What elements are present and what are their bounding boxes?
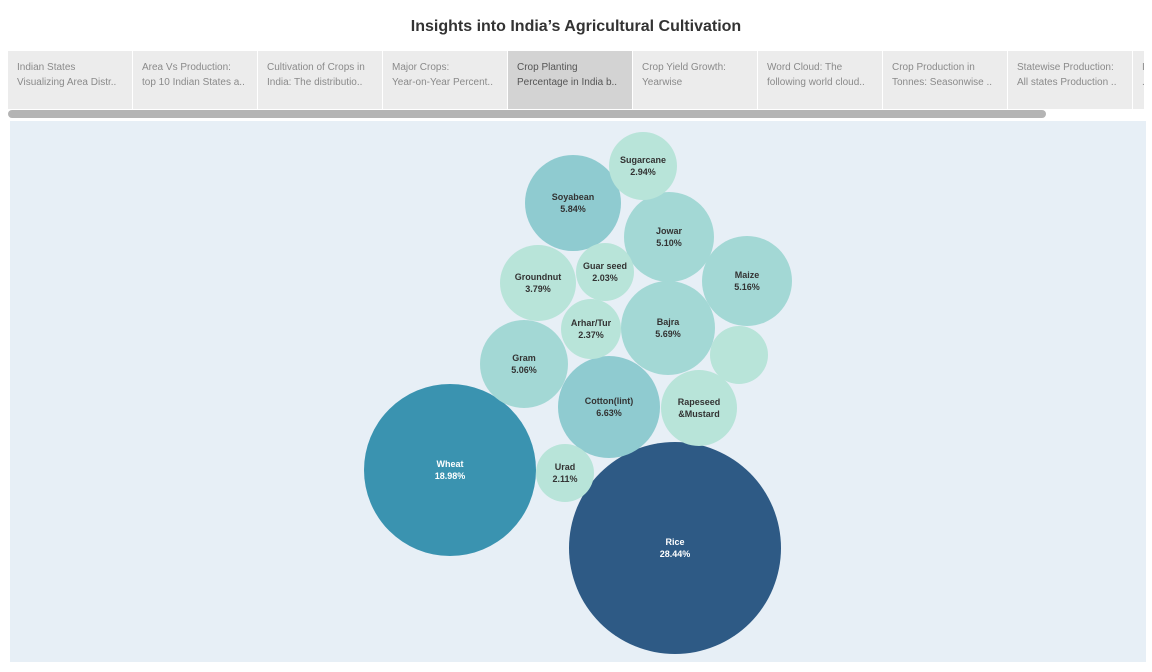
- tab-caption-line2: All states Production ..: [1017, 77, 1117, 88]
- bubble-circle-sugarcane[interactable]: [609, 132, 677, 200]
- bubble-groundnut[interactable]: Groundnut 3.79%: [500, 245, 576, 321]
- tab-caption-line2: .: [1142, 75, 1144, 90]
- story-tab-6[interactable]: Crop Yield Growth: Yearwise: [633, 51, 758, 109]
- bubble-value-label: 5.84%: [560, 204, 586, 214]
- bubble-value-label: 2.11%: [552, 474, 577, 484]
- story-tab-9[interactable]: Statewise Production: All states Producti…: [1008, 51, 1133, 109]
- story-tabs: Indian States Visualizing Area Distr.. Are…: [8, 51, 1144, 109]
- tab-caption-line1: Statewise Production:: [1017, 62, 1114, 73]
- story-tab-10[interactable]: I.: [1133, 51, 1144, 109]
- tab-caption-line1: Cultivation of Crops in: [267, 62, 365, 73]
- bubble-value-label: 5.69%: [655, 329, 681, 339]
- bubble-value-label: 2.37%: [578, 330, 604, 340]
- bubble-value-label: 2.94%: [630, 167, 656, 177]
- bubble-circle-cotton-lint[interactable]: [558, 356, 660, 458]
- bubble-circle-guar-seed[interactable]: [576, 243, 634, 301]
- tab-caption-line1: Word Cloud: The: [767, 62, 843, 73]
- tab-caption-line2: Percentage in India b..: [517, 77, 618, 88]
- story-tab-2[interactable]: Area Vs Production: top 10 Indian States …: [133, 51, 258, 109]
- bubble-name-label: Gram: [512, 353, 536, 363]
- bubble-value-label: 5.10%: [656, 238, 682, 248]
- tab-caption-line2: following world cloud..: [767, 77, 865, 88]
- bubble-soyabean[interactable]: Soyabean 5.84%: [525, 155, 621, 251]
- story-tab-5[interactable]: Crop Planting Percentage in India b..: [508, 51, 633, 109]
- story-tab-7[interactable]: Word Cloud: The following world cloud..: [758, 51, 883, 109]
- tab-caption-line1: I: [1142, 60, 1144, 75]
- bubble-rapeseed-mustard[interactable]: Rapeseed&Mustard: [661, 370, 737, 446]
- bubble-circle-soyabean[interactable]: [525, 155, 621, 251]
- bubble-name-label: Groundnut: [515, 272, 562, 282]
- bubble-bajra[interactable]: Bajra 5.69%: [621, 281, 715, 375]
- tab-caption-line2: Visualizing Area Distr..: [17, 77, 117, 88]
- bubble-value-label: 2.03%: [592, 273, 618, 283]
- bubble-name-label: Sugarcane: [620, 155, 666, 165]
- bubble-circle-maize[interactable]: [702, 236, 792, 326]
- bubble-chart-area: Rice 28.44% Wheat 18.98% Cotton(lint) 6.63% So…: [10, 121, 1146, 662]
- bubble-circle-unlabeled[interactable]: [710, 326, 768, 384]
- bubble-value-label: 5.06%: [511, 365, 537, 375]
- bubble-arhar-tur[interactable]: Arhar/Tur 2.37%: [561, 299, 621, 359]
- bubble-unlabeled[interactable]: [710, 326, 768, 384]
- bubble-name-label: Rice: [665, 537, 684, 547]
- bubble-maize[interactable]: Maize 5.16%: [702, 236, 792, 326]
- story-tab-3[interactable]: Cultivation of Crops in India: The distri…: [258, 51, 383, 109]
- bubble-guar-seed[interactable]: Guar seed 2.03%: [576, 243, 634, 301]
- tab-caption-line1: Crop Production in: [892, 62, 975, 73]
- tab-caption-line2: India: The distributio..: [267, 77, 363, 88]
- page-title: Insights into India’s Agricultural Culti…: [410, 18, 742, 35]
- bubble-name-label: Urad: [555, 462, 576, 472]
- tab-caption-line1: Crop Planting: [517, 62, 578, 73]
- tab-caption-line2: Tonnes: Seasonwise ..: [892, 77, 993, 88]
- bubble-circle-groundnut[interactable]: [500, 245, 576, 321]
- bubble-name-label: Jowar: [656, 226, 683, 236]
- bubble-cotton-lint[interactable]: Cotton(lint) 6.63%: [558, 356, 660, 458]
- bubble-value-label: 18.98%: [435, 471, 466, 481]
- bubble-sugarcane[interactable]: Sugarcane 2.94%: [609, 132, 677, 200]
- bubble-circle-rapeseed-mustard[interactable]: [661, 370, 737, 446]
- bubble-rice[interactable]: Rice 28.44%: [569, 442, 781, 654]
- bubble-value-label: 3.79%: [525, 284, 551, 294]
- bubble-jowar[interactable]: Jowar 5.10%: [624, 192, 714, 282]
- story-tab-8[interactable]: Crop Production in Tonnes: Seasonwise ..: [883, 51, 1008, 109]
- bubble-name-label: Guar seed: [583, 261, 627, 271]
- bubble-gram[interactable]: Gram 5.06%: [480, 320, 568, 408]
- tab-caption-line1: Major Crops:: [392, 62, 450, 73]
- tabs-scrollbar[interactable]: [8, 110, 1046, 118]
- tab-caption-line2: top 10 Indian States a..: [142, 77, 245, 88]
- tab-caption-line2: Year-on-Year Percent..: [392, 77, 493, 88]
- bubble-wheat[interactable]: Wheat 18.98%: [364, 384, 536, 556]
- bubble-name-label: &Mustard: [678, 409, 720, 419]
- bubble-circle-rice[interactable]: [569, 442, 781, 654]
- bubble-chart: Rice 28.44% Wheat 18.98% Cotton(lint) 6.63% So…: [364, 132, 792, 654]
- tab-caption-line2: Yearwise: [642, 77, 683, 88]
- bubble-circle-bajra[interactable]: [621, 281, 715, 375]
- bubble-value-label: 5.16%: [734, 282, 760, 292]
- tab-caption-line1: Area Vs Production:: [142, 62, 231, 73]
- bubble-value-label: 28.44%: [660, 549, 691, 559]
- bubble-circle-arhar-tur[interactable]: [561, 299, 621, 359]
- bubble-urad[interactable]: Urad 2.11%: [536, 444, 594, 502]
- bubble-circle-jowar[interactable]: [624, 192, 714, 282]
- story-tab-1[interactable]: Indian States Visualizing Area Distr..: [8, 51, 133, 109]
- bubble-circle-wheat[interactable]: [364, 384, 536, 556]
- tab-caption-line1: Crop Yield Growth:: [642, 62, 726, 73]
- bubble-circle-gram[interactable]: [480, 320, 568, 408]
- bubble-name-label: Bajra: [657, 317, 681, 327]
- bubble-value-label: 6.63%: [596, 408, 622, 418]
- bubble-name-label: Maize: [735, 270, 760, 280]
- bubble-name-label: Arhar/Tur: [571, 318, 612, 328]
- bubble-circle-urad[interactable]: [536, 444, 594, 502]
- tab-caption-line1: Indian States: [17, 62, 76, 73]
- story-tab-4[interactable]: Major Crops: Year-on-Year Percent..: [383, 51, 508, 109]
- bubble-name-label: Cotton(lint): [585, 396, 633, 406]
- bubble-name-label: Wheat: [437, 459, 464, 469]
- bubble-name-label: Rapeseed: [678, 397, 721, 407]
- bubble-name-label: Soyabean: [552, 192, 595, 202]
